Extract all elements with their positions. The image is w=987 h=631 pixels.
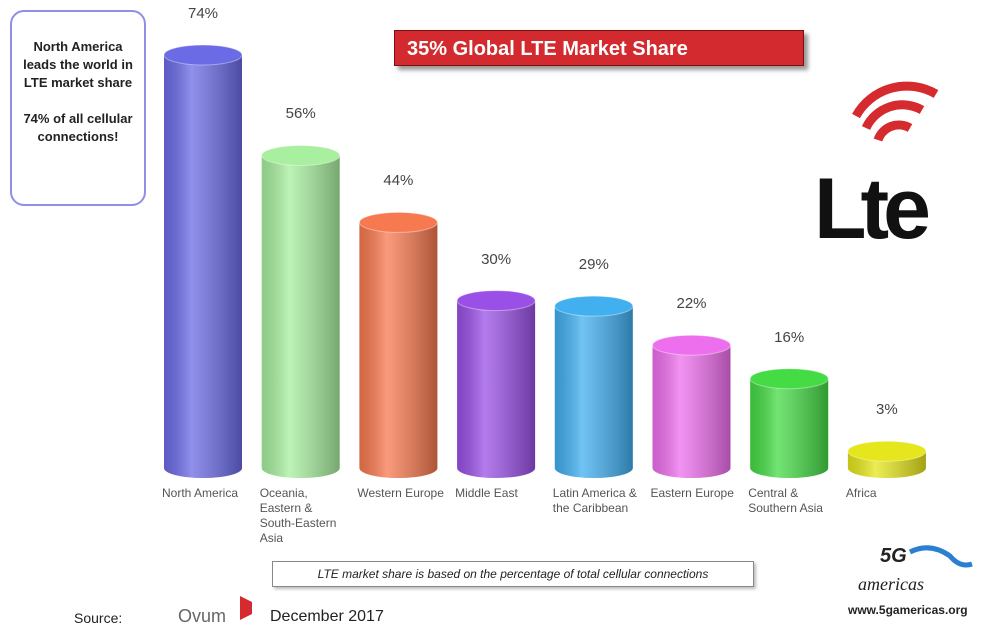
callout-text: North America leads the world in LTE mar… xyxy=(23,39,133,90)
value-label: 3% xyxy=(876,401,898,419)
brand-url: www.5gamericas.org xyxy=(847,603,968,617)
brand-swoosh xyxy=(908,545,973,568)
ovum-logo xyxy=(240,596,252,620)
x-tick-label: Western Europe xyxy=(357,486,444,500)
x-tick-label: Central & Southern Asia xyxy=(748,486,823,515)
x-tick-label: Africa xyxy=(845,486,877,500)
source-date: December 2017 xyxy=(270,608,384,625)
brand-logo-top: 5G xyxy=(880,545,907,567)
bar-shade xyxy=(750,378,829,478)
x-tick-label: Oceania, Eastern & South-Eastern Asia xyxy=(259,486,337,545)
bar-top xyxy=(358,211,438,233)
bar-top xyxy=(456,290,536,312)
bar-shade xyxy=(359,222,438,478)
value-label: 16% xyxy=(774,328,805,346)
bar-top xyxy=(163,44,243,66)
bar-top xyxy=(652,334,731,356)
source-name: Ovum xyxy=(178,606,227,626)
brand-logo: americas xyxy=(858,574,924,594)
x-tick-label: Eastern Europe xyxy=(650,486,734,500)
lte-signal xyxy=(852,81,939,142)
bar-shade xyxy=(554,306,633,478)
value-label: 74% xyxy=(187,5,219,22)
x-tick-label: Middle East xyxy=(455,486,518,500)
value-label: 29% xyxy=(578,256,609,274)
source-label: Source: xyxy=(74,610,123,626)
bar-shade xyxy=(652,345,731,478)
callout-text: 74% of all cellular connections! xyxy=(23,111,133,144)
bar-shade xyxy=(164,55,242,478)
bar-shade xyxy=(457,300,536,478)
note: LTE market share is based on the percent… xyxy=(272,561,754,587)
x-tick-label: North America xyxy=(162,486,239,500)
x-tick-label: Latin America & the Caribbean xyxy=(552,486,637,515)
bar-top xyxy=(261,144,341,166)
chart-title: 35% Global LTE Market Share xyxy=(394,30,804,66)
bar-top xyxy=(554,295,634,317)
value-label: 22% xyxy=(676,295,707,313)
bar-top xyxy=(749,368,829,390)
value-label: 44% xyxy=(383,172,414,190)
callout: North America leads the world in LTE mar… xyxy=(10,10,146,206)
bar-top xyxy=(847,440,927,462)
value-label: 30% xyxy=(481,250,512,268)
lte-logo: Lte xyxy=(814,161,928,257)
bar-shade xyxy=(261,155,340,478)
value-label: 56% xyxy=(285,105,316,123)
